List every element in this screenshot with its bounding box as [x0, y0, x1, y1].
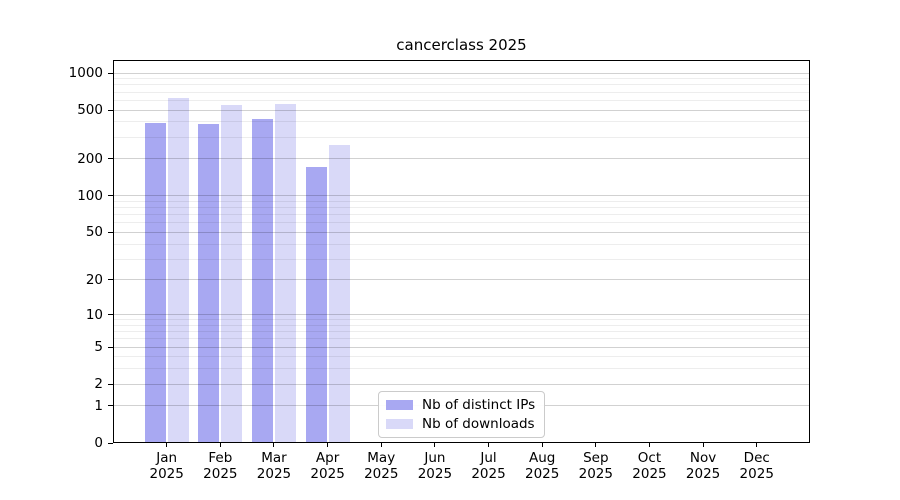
bar-downloads-mar	[274, 103, 296, 443]
gridline	[113, 324, 810, 326]
gridline	[113, 222, 810, 224]
gridline	[113, 91, 810, 93]
gridline	[113, 207, 810, 209]
gridline	[113, 158, 810, 160]
x-tick-label: Apr 2025	[310, 450, 345, 482]
gridline	[113, 200, 810, 202]
y-tick-mark	[108, 314, 113, 316]
legend: Nb of distinct IPs Nb of downloads	[378, 391, 545, 438]
gridline	[113, 279, 810, 281]
bar-downloads-apr	[328, 144, 350, 443]
x-tick-label: Feb 2025	[203, 450, 238, 482]
bar-distinct-ips-mar	[251, 119, 273, 443]
gridline	[113, 383, 810, 385]
legend-label-downloads: Nb of downloads	[422, 416, 535, 432]
plot-border	[113, 60, 810, 443]
y-tick-mark	[108, 383, 113, 385]
bar-distinct-ips-apr	[305, 167, 327, 443]
gridline	[113, 72, 810, 74]
x-tick-mark	[756, 443, 758, 447]
x-tick-mark	[595, 443, 597, 447]
gridline	[113, 231, 810, 233]
y-tick-mark	[108, 231, 113, 233]
y-tick-label: 50	[85, 224, 103, 241]
legend-label-distinct-ips: Nb of distinct IPs	[422, 397, 536, 413]
x-tick-mark	[166, 443, 168, 447]
y-tick-label: 10	[85, 306, 103, 323]
gridline	[113, 214, 810, 216]
x-tick-label: Sep 2025	[578, 450, 613, 482]
gridline	[113, 314, 810, 316]
gridline	[113, 243, 810, 245]
y-tick-label: 5	[94, 339, 103, 356]
y-tick-label: 20	[85, 271, 103, 288]
y-tick-mark	[108, 346, 113, 348]
x-tick-label: May 2025	[364, 450, 399, 482]
y-tick-label: 2	[94, 376, 103, 393]
gridline	[113, 195, 810, 197]
gridline	[113, 356, 810, 358]
y-tick-label: 1000	[68, 65, 103, 81]
gridline	[113, 319, 810, 321]
y-tick-label: 200	[77, 150, 103, 167]
gridline	[113, 109, 810, 111]
x-tick-mark	[273, 443, 275, 447]
legend-swatch-distinct-ips	[386, 400, 413, 410]
y-tick-mark	[108, 72, 113, 74]
gridline	[113, 258, 810, 260]
y-tick-label: 100	[77, 187, 103, 204]
bar-downloads-feb	[221, 104, 243, 443]
x-tick-mark	[541, 443, 543, 447]
y-tick-mark	[108, 405, 113, 407]
x-tick-label: Jul 2025	[471, 450, 506, 482]
gridline	[113, 78, 810, 80]
x-tick-mark	[327, 443, 329, 447]
x-tick-mark	[434, 443, 436, 447]
gridline	[113, 136, 810, 138]
y-tick-mark	[108, 442, 113, 444]
gridline	[113, 346, 810, 348]
x-tick-label: Jun 2025	[417, 450, 453, 482]
chart-title: cancerclass 2025	[396, 36, 527, 54]
gridline	[113, 84, 810, 86]
bar-distinct-ips-feb	[198, 124, 220, 443]
gridline	[113, 99, 810, 101]
gridline	[113, 121, 810, 123]
y-tick-mark	[108, 279, 113, 281]
legend-swatch-downloads	[386, 419, 413, 429]
y-tick-label: 500	[77, 102, 103, 119]
x-tick-label: Dec 2025	[739, 450, 774, 482]
x-tick-label: Oct 2025	[632, 450, 667, 482]
bar-distinct-ips-jan	[144, 123, 166, 443]
y-tick-label: 1	[94, 397, 103, 414]
gridline	[113, 331, 810, 333]
x-tick-label: Mar 2025	[256, 450, 292, 482]
x-tick-mark	[380, 443, 382, 447]
x-tick-mark	[219, 443, 221, 447]
y-tick-mark	[108, 195, 113, 197]
x-tick-mark	[648, 443, 650, 447]
x-tick-label: Jan 2025	[149, 450, 184, 482]
x-tick-mark	[488, 443, 490, 447]
legend-item-distinct-ips: Nb of distinct IPs	[386, 397, 536, 413]
x-tick-label: Nov 2025	[685, 450, 721, 482]
legend-item-downloads: Nb of downloads	[386, 416, 536, 432]
x-tick-mark	[702, 443, 704, 447]
gridline	[113, 338, 810, 340]
x-tick-label: Aug 2025	[524, 450, 560, 482]
bar-downloads-jan	[167, 97, 189, 443]
y-tick-label: 0	[94, 435, 103, 451]
gridline	[113, 368, 810, 370]
y-tick-mark	[108, 158, 113, 160]
y-tick-mark	[108, 109, 113, 111]
